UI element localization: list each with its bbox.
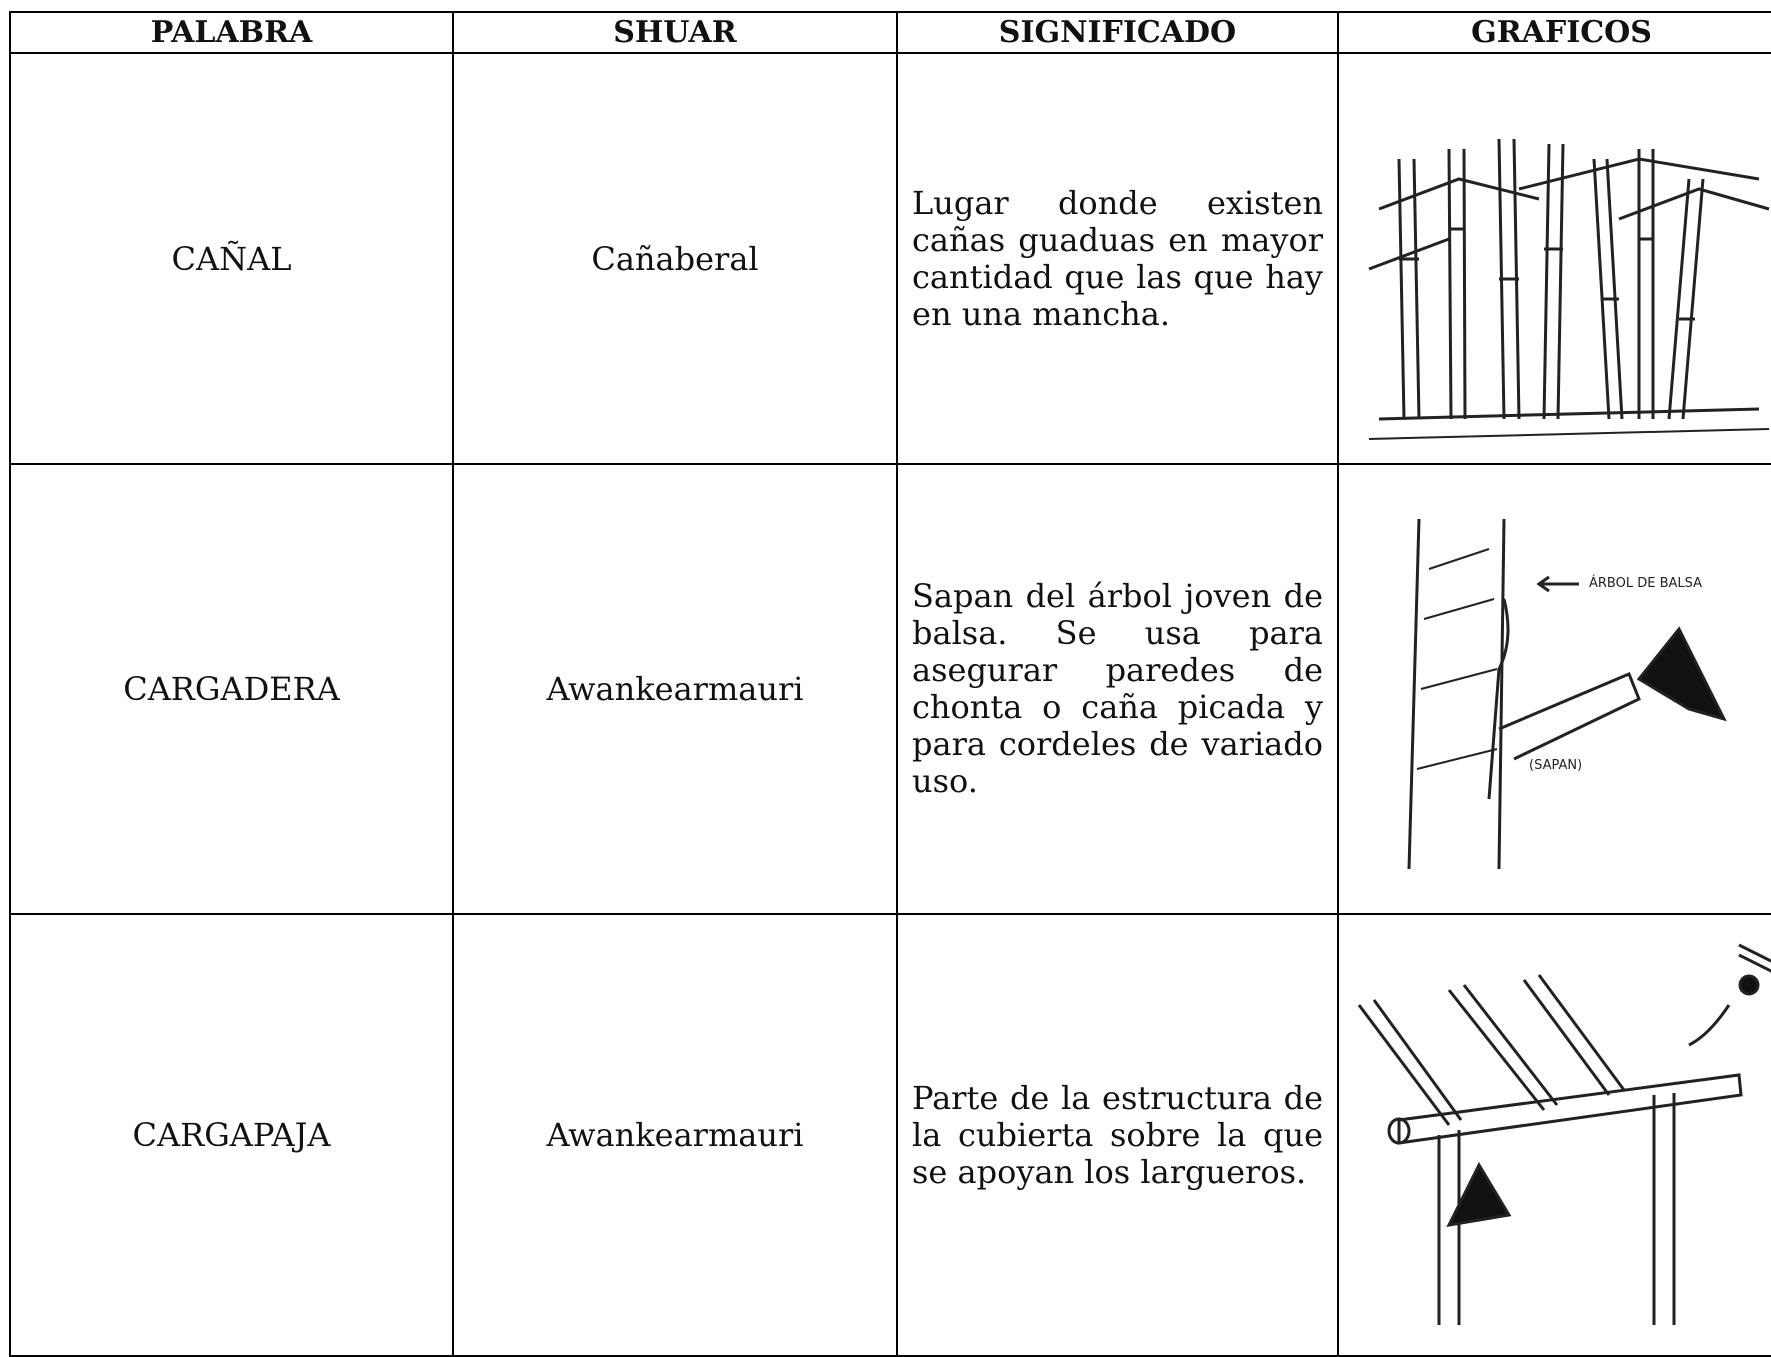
header-row: PALABRA SHUAR SIGNIFICADO GRAFICOS <box>9 11 1771 54</box>
header-cell: SHUAR <box>452 11 898 54</box>
balsa-sketch: ÁRBOL DE BALSA (SAPAN) <box>1407 518 1727 870</box>
shuar: Awankearmauri <box>452 913 898 1357</box>
meaning: Sapan del árbol joven de balsa. Se usa p… <box>896 463 1339 915</box>
word: CARGADERA <box>9 463 454 915</box>
meaning: Lugar donde existen cañas guaduas en may… <box>896 52 1339 465</box>
figure-label: (SAPAN) <box>1529 758 1582 773</box>
row: CAÑAL Cañaberal Lugar donde existen caña… <box>9 52 1771 465</box>
vocabulary-table: PALABRA SHUAR SIGNIFICADO GRAFICOS CAÑAL… <box>9 11 1771 1357</box>
meaning: Parte de la estructura de la cubierta so… <box>896 913 1339 1357</box>
word: CARGAPAJA <box>9 913 454 1357</box>
word: CAÑAL <box>9 52 454 465</box>
graphic-cell <box>1337 52 1771 465</box>
header-cell: PALABRA <box>9 11 454 54</box>
header-cell: GRAFICOS <box>1337 11 1771 54</box>
bamboo-sketch <box>1368 138 1770 440</box>
shuar: Cañaberal <box>452 52 898 465</box>
header-cell: SIGNIFICADO <box>896 11 1339 54</box>
figure-label: ÁRBOL DE BALSA <box>1589 575 1702 591</box>
roof-sketch <box>1357 943 1771 1325</box>
shuar: Awankearmauri <box>452 463 898 915</box>
page: PALABRA SHUAR SIGNIFICADO GRAFICOS CAÑAL… <box>9 11 1771 1357</box>
row: CARGADERA Awankearmauri Sapan del árbol … <box>9 463 1771 915</box>
graphic-cell <box>1337 913 1771 1357</box>
graphic-cell: ÁRBOL DE BALSA (SAPAN) <box>1337 463 1771 915</box>
row: CARGAPAJA Awankearmauri Parte de la estr… <box>9 913 1771 1357</box>
